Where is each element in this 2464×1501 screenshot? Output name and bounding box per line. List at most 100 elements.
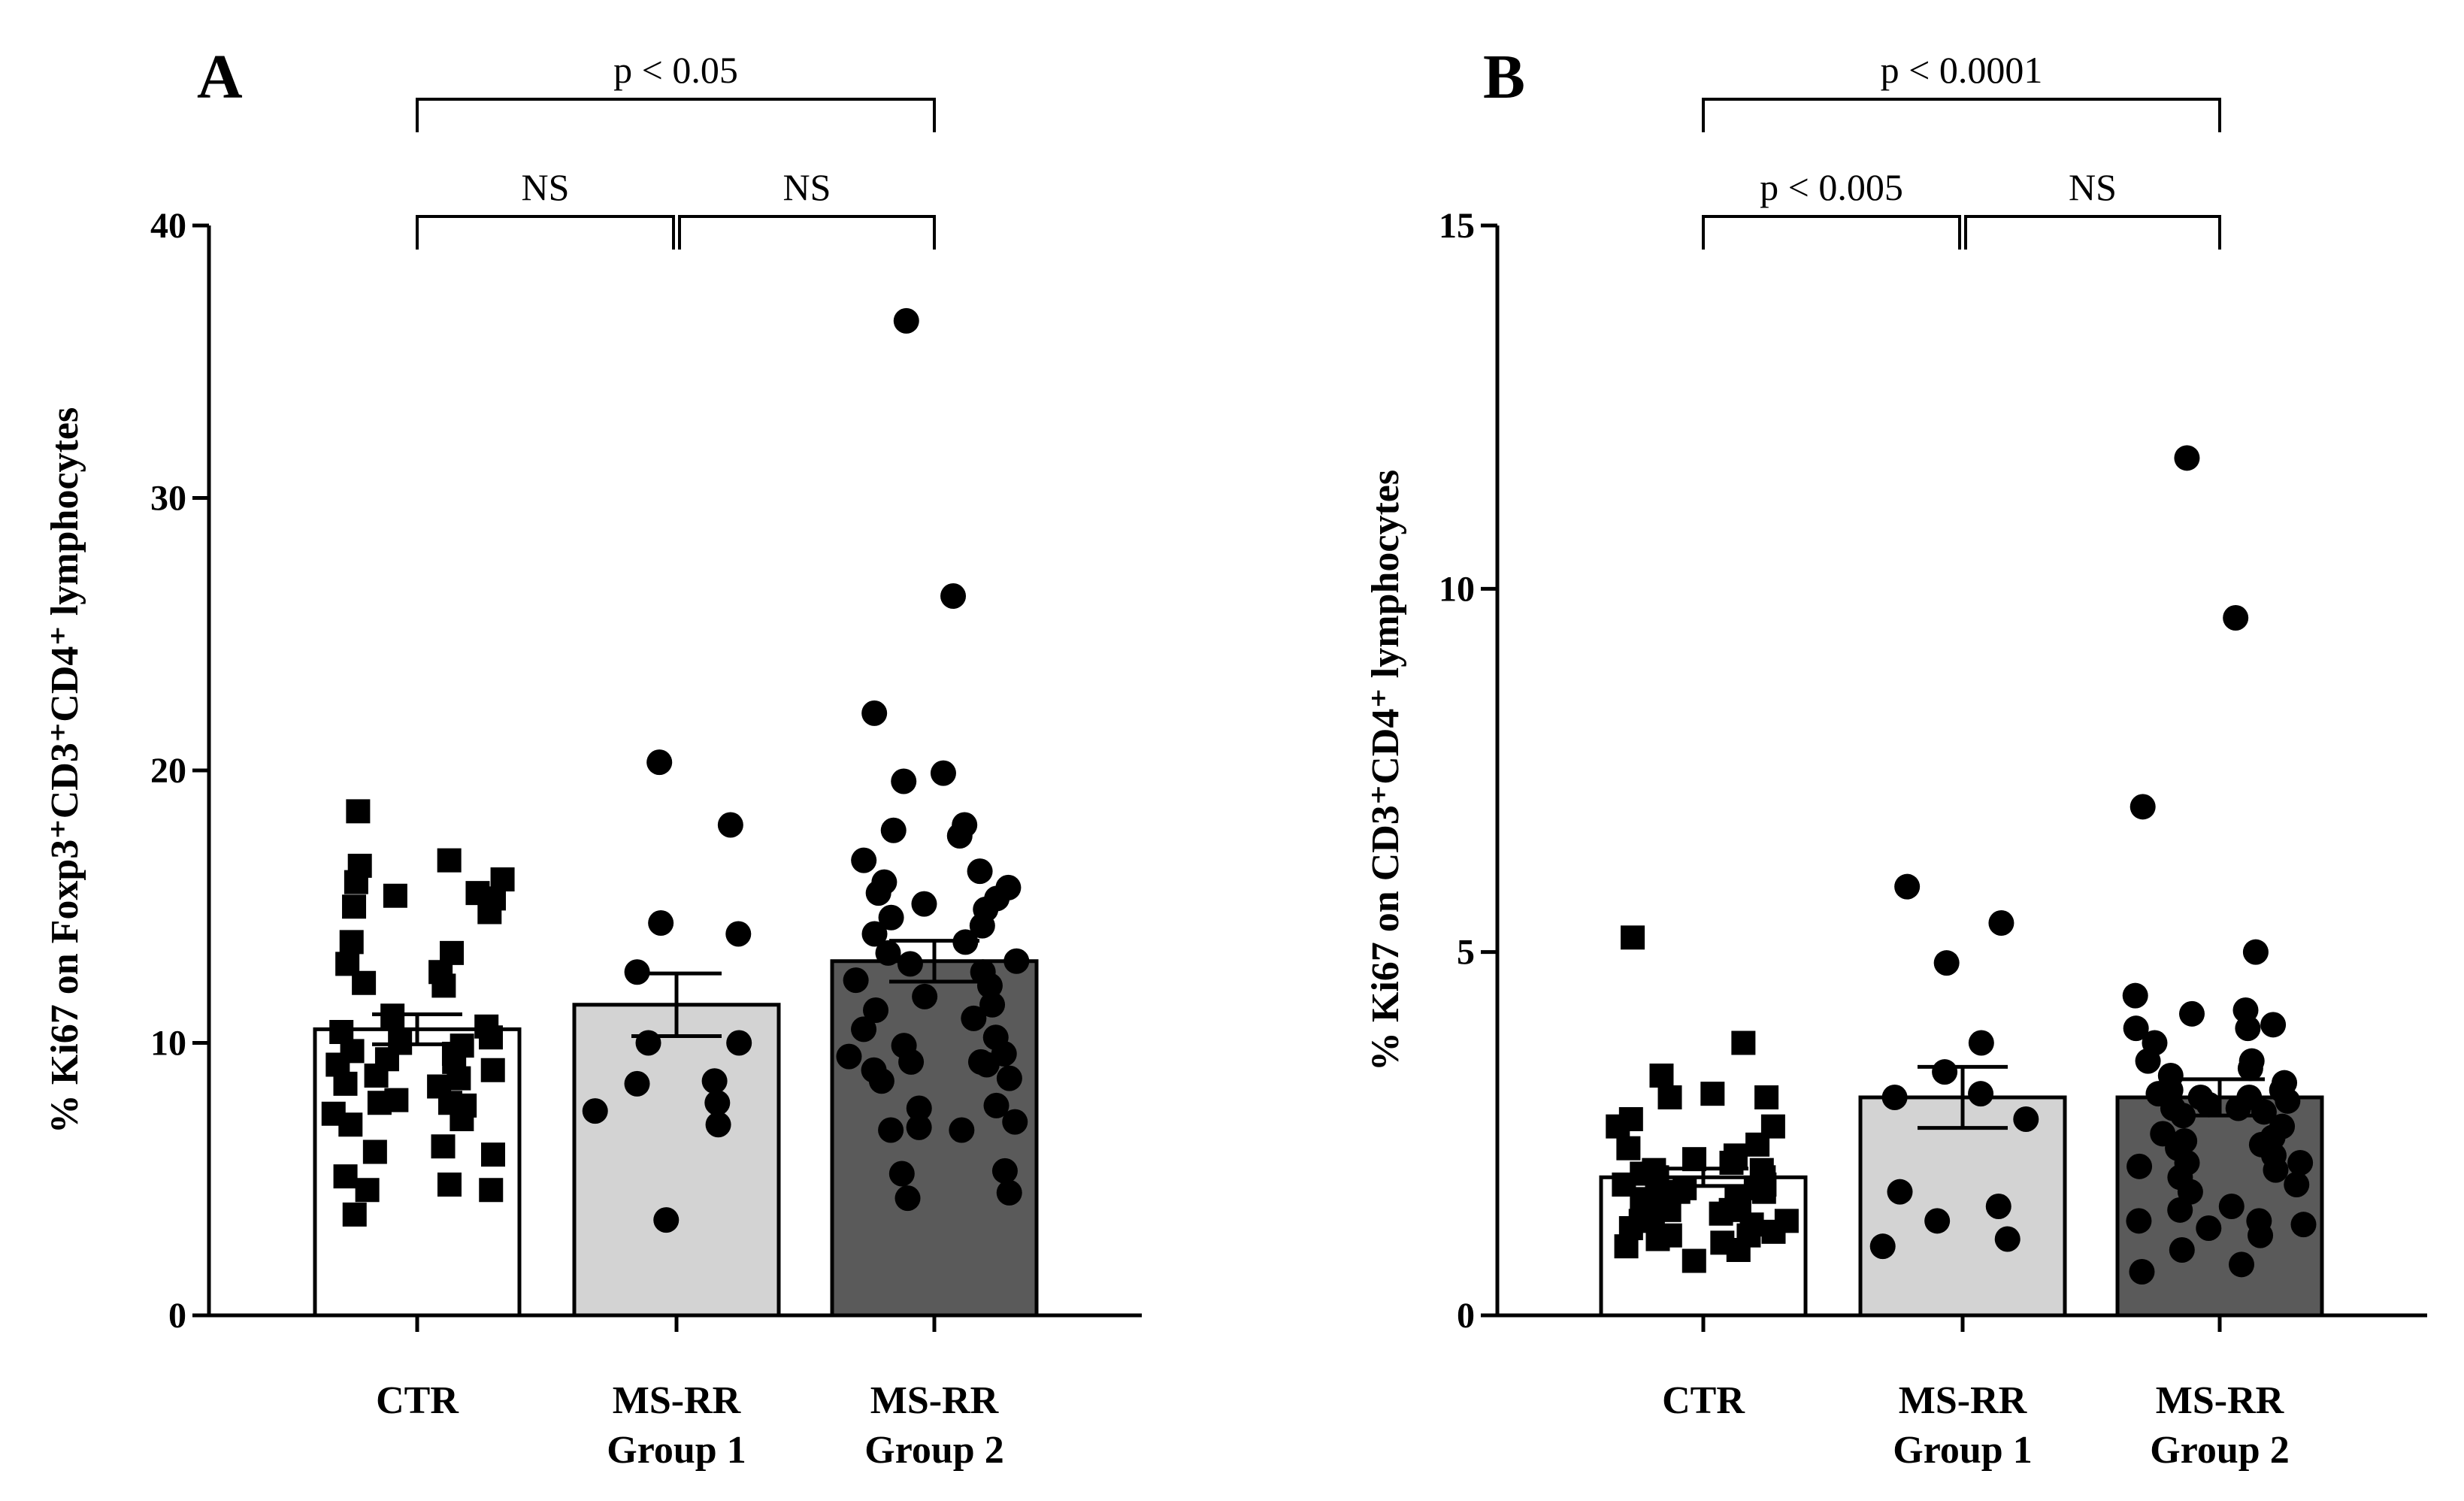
data-point: [897, 951, 923, 977]
data-point: [1933, 950, 1960, 976]
bar: [830, 959, 1039, 1318]
y-tick-label: 10: [150, 1024, 186, 1064]
bar: [572, 1003, 781, 1318]
data-point: [851, 1016, 877, 1043]
x-tick-label: MS-RR: [613, 1379, 742, 1422]
data-point: [2126, 1208, 2152, 1234]
data-point: [344, 870, 368, 894]
data-point: [352, 970, 377, 995]
data-point: [930, 760, 956, 786]
data-point: [648, 910, 674, 936]
data-point: [1657, 1085, 1682, 1109]
data-point: [868, 1068, 894, 1094]
data-point: [2237, 1055, 2263, 1082]
data-point: [2228, 1251, 2254, 1278]
data-point: [481, 1142, 506, 1167]
data-point: [2251, 1099, 2277, 1125]
data-point: [362, 1139, 387, 1164]
panel-letter: B: [1483, 42, 1525, 112]
data-point: [1731, 1030, 1756, 1055]
data-point: [878, 1117, 904, 1143]
significance-label: p < 0.005: [1760, 166, 1903, 208]
data-point: [888, 1161, 915, 1187]
y-tick-label: 5: [1457, 933, 1475, 973]
data-point: [653, 1207, 680, 1233]
data-point: [2287, 1150, 2314, 1176]
data-point: [2275, 1088, 2301, 1114]
data-point: [479, 1178, 504, 1203]
data-point: [2248, 1222, 2274, 1248]
data-point: [911, 891, 937, 917]
data-point: [2122, 982, 2148, 1009]
data-point: [717, 812, 743, 838]
data-point: [2284, 1172, 2310, 1197]
x-tick-label: Group 1: [607, 1429, 746, 1472]
data-point: [949, 1117, 975, 1143]
x-tick-label: Group 2: [2150, 1429, 2289, 1472]
data-point: [2178, 1000, 2205, 1027]
data-point: [355, 1178, 380, 1203]
data-point: [843, 967, 869, 994]
data-point: [1700, 1082, 1725, 1106]
y-axis-label: % Ki67 on CD3⁺CD4⁺ lymphocytes: [1364, 470, 1407, 1071]
data-point: [704, 1090, 731, 1116]
data-point: [705, 1112, 731, 1138]
data-point: [2290, 1212, 2317, 1238]
data-point: [437, 1173, 462, 1197]
data-point: [2130, 794, 2156, 820]
data-point: [2196, 1091, 2222, 1118]
data-point: [477, 900, 502, 925]
data-point: [346, 799, 371, 824]
y-tick-label: 0: [168, 1296, 186, 1336]
data-point: [863, 997, 889, 1023]
data-point: [450, 1107, 474, 1131]
data-point: [967, 858, 993, 885]
x-tick-label: CTR: [376, 1379, 459, 1422]
data-point: [1751, 1179, 1776, 1204]
data-point: [701, 1068, 728, 1094]
data-point: [431, 973, 456, 998]
x-tick-label: Group 1: [1893, 1429, 2032, 1472]
data-point: [1002, 1109, 1028, 1135]
data-point: [2260, 1012, 2287, 1038]
data-point: [1616, 1136, 1641, 1161]
data-point: [983, 1092, 1010, 1118]
data-point: [1932, 1059, 1958, 1085]
data-point: [725, 921, 752, 947]
data-point: [646, 749, 673, 776]
data-point: [342, 894, 367, 919]
y-tick-label: 0: [1457, 1296, 1475, 1336]
data-point: [1754, 1085, 1779, 1109]
data-point: [1985, 1194, 2011, 1219]
x-tick-label: MS-RR: [870, 1379, 1000, 1422]
data-point: [383, 883, 407, 908]
data-point: [2174, 445, 2200, 471]
data-point: [726, 1030, 752, 1056]
data-point: [2223, 605, 2249, 631]
data-point: [1649, 1064, 1674, 1088]
data-point: [364, 1064, 389, 1088]
data-point: [973, 1052, 1000, 1078]
data-point: [1968, 1081, 1994, 1107]
data-point: [1606, 1114, 1630, 1139]
significance-label: p < 0.05: [613, 49, 738, 91]
data-point: [891, 768, 917, 794]
data-point: [2135, 1048, 2161, 1074]
data-point: [333, 1164, 358, 1189]
data-point: [1894, 873, 1921, 900]
data-point: [1881, 1085, 1908, 1110]
data-point: [851, 847, 877, 873]
significance-label: p < 0.0001: [1881, 49, 2043, 91]
data-point: [339, 930, 364, 955]
data-point: [836, 1043, 862, 1070]
data-point: [367, 1091, 392, 1115]
data-point: [2263, 1157, 2289, 1183]
data-point: [946, 823, 973, 849]
data-point: [875, 940, 901, 966]
data-point: [2167, 1197, 2193, 1223]
y-axis-label: % Ki67 on Foxp3⁺CD3⁺CD4⁺ lymphocytes: [44, 407, 86, 1133]
y-tick-label: 15: [1439, 206, 1475, 246]
chart-panel-b: B 0 5 10 15 CTR MS-RR Group 1 MS-RR Group 2 % Ki67…: [1364, 42, 2427, 1472]
data-point: [480, 1058, 505, 1082]
significance-bracket: [1964, 215, 2221, 250]
